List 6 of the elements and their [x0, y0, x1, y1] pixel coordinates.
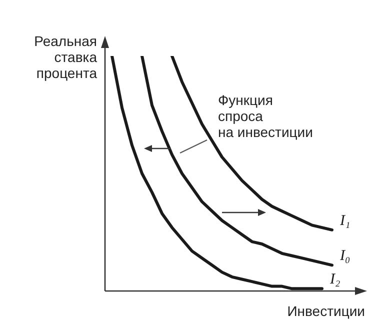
x-axis-title: Инвестиции	[287, 303, 365, 319]
y-axis-title: Реальная ставка процента	[34, 33, 97, 81]
series-label: I₁	[339, 212, 350, 229]
series-label: I₀	[339, 248, 350, 264]
series-label: I₂	[329, 272, 340, 288]
annotation: Функция спроса на инвестиции	[218, 92, 313, 140]
